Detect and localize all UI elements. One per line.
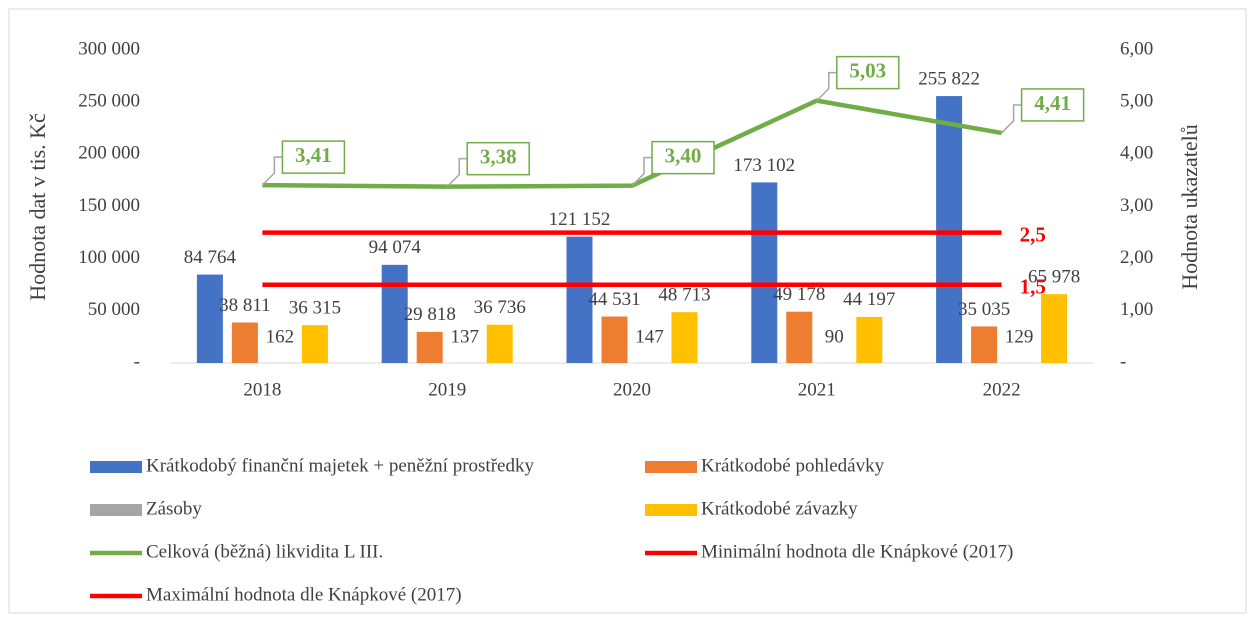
bar bbox=[751, 182, 778, 363]
data-label: 90 bbox=[825, 326, 844, 347]
data-label: 3,41 bbox=[295, 143, 332, 167]
data-label: 147 bbox=[635, 326, 664, 347]
data-label: 29 818 bbox=[404, 304, 456, 325]
leader-line bbox=[631, 156, 652, 187]
bar bbox=[671, 312, 698, 363]
y-tick-label: 50 000 bbox=[88, 299, 140, 320]
label-box bbox=[1020, 88, 1085, 122]
data-label: 49 178 bbox=[773, 284, 825, 305]
bar bbox=[1041, 294, 1068, 363]
y2-tick-label: 3,00 bbox=[1120, 195, 1153, 216]
y2-tick-label: 1,00 bbox=[1120, 299, 1153, 320]
data-label: 35 035 bbox=[958, 299, 1010, 320]
leader-line bbox=[1001, 104, 1022, 134]
data-label: 3,38 bbox=[480, 144, 517, 168]
data-label: 94 074 bbox=[369, 237, 422, 258]
data-label: 38 811 bbox=[219, 295, 271, 316]
label-box bbox=[466, 141, 530, 176]
y-tick-label: 300 000 bbox=[78, 38, 140, 59]
bar bbox=[566, 236, 593, 363]
leader-line bbox=[261, 156, 283, 186]
legend-swatch bbox=[90, 461, 142, 473]
y-axis-title: Hodnota dat v tis. Kč bbox=[25, 113, 50, 301]
bar bbox=[971, 326, 998, 363]
x-tick-label: 2018 bbox=[243, 379, 281, 400]
leader-line bbox=[816, 71, 837, 102]
bar bbox=[486, 324, 513, 363]
legend-label: Krátkodobé závazky bbox=[701, 498, 858, 519]
data-label: 121 152 bbox=[549, 209, 611, 230]
x-tick-label: 2020 bbox=[613, 379, 651, 400]
data-label: 44 531 bbox=[588, 289, 640, 310]
y-tick-label: 150 000 bbox=[78, 195, 140, 216]
legend-label: Maximální hodnota dle Knápkové (2017) bbox=[146, 584, 462, 605]
data-label: 162 bbox=[266, 326, 295, 347]
data-label: 84 764 bbox=[184, 247, 237, 268]
y2-tick-label: 4,00 bbox=[1120, 143, 1153, 164]
y2-axis-title: Hodnota ukazatelů bbox=[1177, 124, 1202, 290]
y-tick-label: 200 000 bbox=[78, 143, 140, 164]
data-label: 48 713 bbox=[658, 285, 710, 306]
data-label: 3,40 bbox=[665, 143, 702, 167]
legend-swatch bbox=[645, 461, 697, 473]
legend-swatch bbox=[645, 504, 697, 516]
y2-tick-label: 2,00 bbox=[1120, 247, 1153, 268]
data-label: 255 822 bbox=[918, 68, 980, 89]
data-label: 44 197 bbox=[843, 289, 895, 310]
y2-tick-label: 5,00 bbox=[1120, 91, 1153, 112]
x-tick-label: 2019 bbox=[428, 379, 466, 400]
bar bbox=[856, 316, 883, 363]
bar bbox=[601, 316, 628, 363]
y-tick-label: - bbox=[134, 351, 140, 372]
bar bbox=[416, 331, 443, 363]
data-label: 137 bbox=[450, 326, 479, 347]
label-box bbox=[281, 140, 346, 174]
data-label: 129 bbox=[1005, 326, 1034, 347]
leader-line bbox=[446, 157, 468, 188]
x-tick-label: 2021 bbox=[798, 379, 836, 400]
data-label: 5,03 bbox=[849, 58, 886, 82]
bar bbox=[231, 322, 258, 363]
label-box bbox=[836, 55, 900, 90]
x-tick-label: 2022 bbox=[983, 379, 1021, 400]
data-label: 65 978 bbox=[1028, 267, 1080, 288]
legend-label: Minimální hodnota dle Knápkové (2017) bbox=[701, 541, 1013, 562]
y2-tick-label: - bbox=[1120, 351, 1126, 372]
data-label: 1,5 bbox=[1020, 275, 1046, 299]
bar bbox=[936, 96, 963, 363]
data-label: 36 736 bbox=[474, 297, 526, 318]
legend-label: Krátkodobé pohledávky bbox=[701, 455, 885, 476]
bar bbox=[381, 264, 408, 363]
legend-label: Zásoby bbox=[146, 498, 202, 519]
y2-tick-label: 6,00 bbox=[1120, 38, 1153, 59]
legend-label: Celková (běžná) likvidita L III. bbox=[146, 541, 383, 562]
legend-swatch bbox=[90, 504, 142, 516]
data-label: 36 315 bbox=[289, 297, 341, 318]
y-tick-label: 250 000 bbox=[78, 91, 140, 112]
label-box bbox=[651, 140, 715, 175]
data-label: 4,41 bbox=[1034, 91, 1071, 115]
data-label: 2,5 bbox=[1020, 222, 1046, 246]
bar bbox=[301, 325, 328, 363]
legend-label: Krátkodobý finanční majetek + peněžní pr… bbox=[146, 455, 534, 476]
bar bbox=[196, 274, 223, 363]
data-label: 173 102 bbox=[733, 155, 795, 176]
bar bbox=[786, 311, 813, 363]
y-tick-label: 100 000 bbox=[78, 247, 140, 268]
